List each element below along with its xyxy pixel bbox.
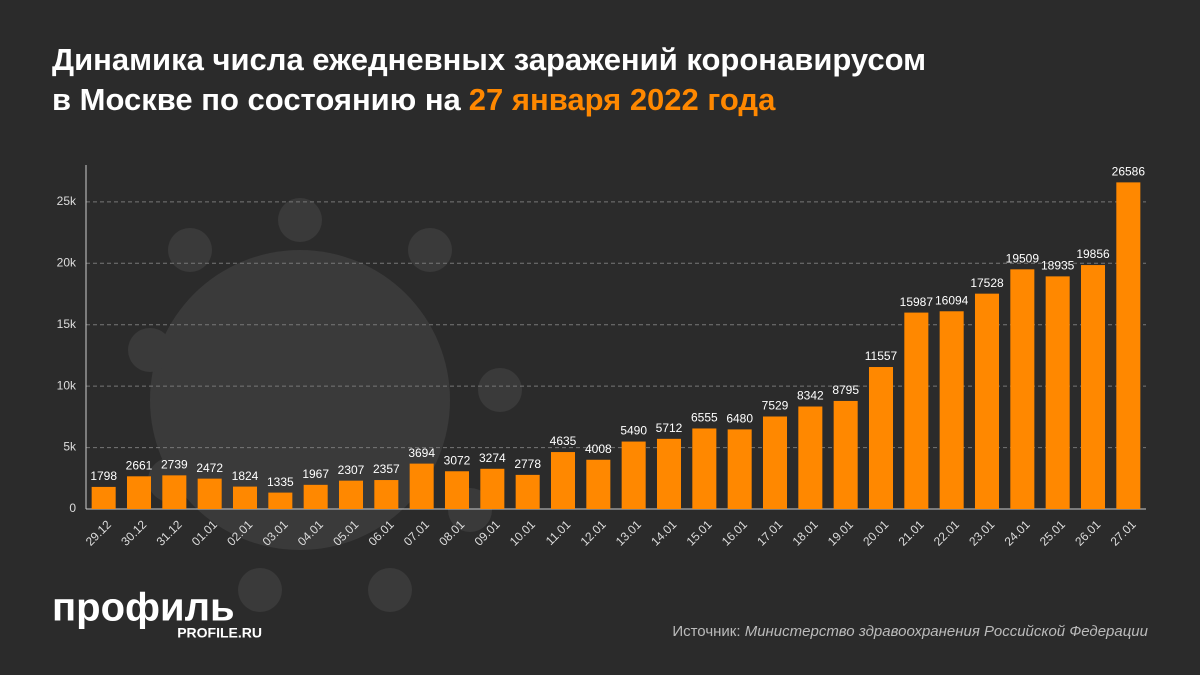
value-label: 26586 xyxy=(1112,165,1146,179)
value-label: 2307 xyxy=(338,463,365,477)
bar xyxy=(550,452,576,509)
bar xyxy=(586,459,611,509)
value-label: 8342 xyxy=(797,389,824,403)
value-label: 2778 xyxy=(514,457,541,471)
value-label: 16094 xyxy=(935,293,969,307)
logo-url: PROFILE.RU xyxy=(177,625,262,641)
bar xyxy=(656,438,682,509)
value-label: 2472 xyxy=(196,461,223,475)
bar xyxy=(868,367,894,509)
y-tick-label: 25k xyxy=(57,194,77,208)
value-label: 3694 xyxy=(408,446,435,460)
bar xyxy=(1080,265,1106,509)
bar xyxy=(268,492,293,509)
value-label: 4008 xyxy=(585,442,612,456)
bar xyxy=(904,312,929,509)
bar xyxy=(480,468,505,509)
bar xyxy=(974,293,1000,509)
y-tick-label: 10k xyxy=(57,378,77,392)
bar xyxy=(621,441,646,509)
bar xyxy=(515,474,540,509)
value-label: 5712 xyxy=(656,421,683,435)
value-label: 1335 xyxy=(267,475,294,489)
value-label: 15987 xyxy=(900,295,934,309)
value-label: 2739 xyxy=(161,458,188,472)
value-label: 17528 xyxy=(970,276,1004,290)
bar xyxy=(409,463,434,509)
bar xyxy=(197,478,222,509)
logo: профиль xyxy=(52,586,235,630)
bar xyxy=(727,429,752,509)
bar xyxy=(939,311,964,509)
chart-title: Динамика числа ежедневных заражений коро… xyxy=(52,42,926,77)
value-label: 7529 xyxy=(762,399,789,413)
value-label: 3274 xyxy=(479,451,506,465)
value-label: 8795 xyxy=(832,383,859,397)
value-label: 1967 xyxy=(302,467,329,481)
value-label: 19856 xyxy=(1076,247,1110,261)
title-line-2: в Москве по состоянию на 27 января 2022 г… xyxy=(52,82,776,117)
bar xyxy=(91,486,116,509)
source-label: Источник: xyxy=(672,623,740,640)
bar xyxy=(1116,182,1141,509)
bar xyxy=(1045,276,1070,509)
title-text: Динамика числа ежедневных заражений коро… xyxy=(52,42,926,77)
value-label: 4635 xyxy=(550,434,577,448)
bar xyxy=(1010,269,1035,509)
value-label: 1798 xyxy=(90,469,117,483)
y-tick-label: 15k xyxy=(57,317,77,331)
bar xyxy=(444,471,470,509)
value-label: 2661 xyxy=(126,458,153,472)
value-label: 3072 xyxy=(444,453,471,467)
value-label: 18935 xyxy=(1041,259,1075,273)
bar xyxy=(338,480,364,509)
bar xyxy=(833,400,858,509)
value-label: 19509 xyxy=(1006,251,1040,265)
bar xyxy=(762,416,788,509)
bar xyxy=(303,484,328,509)
y-tick-label: 20k xyxy=(57,255,77,269)
value-label: 6480 xyxy=(726,412,753,426)
bar xyxy=(692,428,717,509)
bar xyxy=(232,486,258,509)
source-text: Министерство здравоохранения Российской … xyxy=(745,623,1149,640)
source: Источник: Министерство здравоохранения Р… xyxy=(672,623,1148,640)
y-tick-label: 5k xyxy=(63,440,77,454)
title-highlight: 27 января 2022 года xyxy=(469,82,776,117)
value-label: 6555 xyxy=(691,411,718,425)
value-label: 1824 xyxy=(232,469,259,483)
bar xyxy=(798,406,823,509)
bar xyxy=(126,476,152,509)
value-label: 2357 xyxy=(373,462,400,476)
title-rest: в Москве по состоянию на xyxy=(52,82,462,117)
value-label: 11557 xyxy=(865,349,898,363)
bar xyxy=(162,475,187,509)
value-label: 5490 xyxy=(620,424,647,438)
bar xyxy=(374,480,399,509)
y-tick-label: 0 xyxy=(69,501,76,515)
